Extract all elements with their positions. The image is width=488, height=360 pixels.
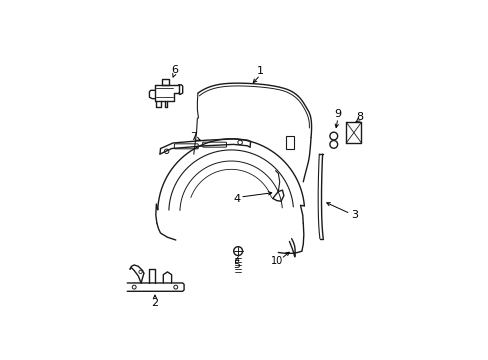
Text: 8: 8	[356, 112, 363, 122]
Text: 3: 3	[350, 210, 357, 220]
Text: 4: 4	[233, 194, 240, 204]
Text: 9: 9	[334, 109, 341, 119]
Text: 7: 7	[190, 132, 197, 143]
FancyBboxPatch shape	[285, 136, 294, 149]
FancyBboxPatch shape	[174, 144, 198, 149]
Text: 1: 1	[256, 66, 263, 76]
Text: 2: 2	[151, 298, 158, 308]
FancyBboxPatch shape	[202, 142, 226, 147]
Text: 10: 10	[270, 256, 283, 266]
Text: 5: 5	[233, 260, 240, 270]
Text: 6: 6	[170, 64, 178, 75]
